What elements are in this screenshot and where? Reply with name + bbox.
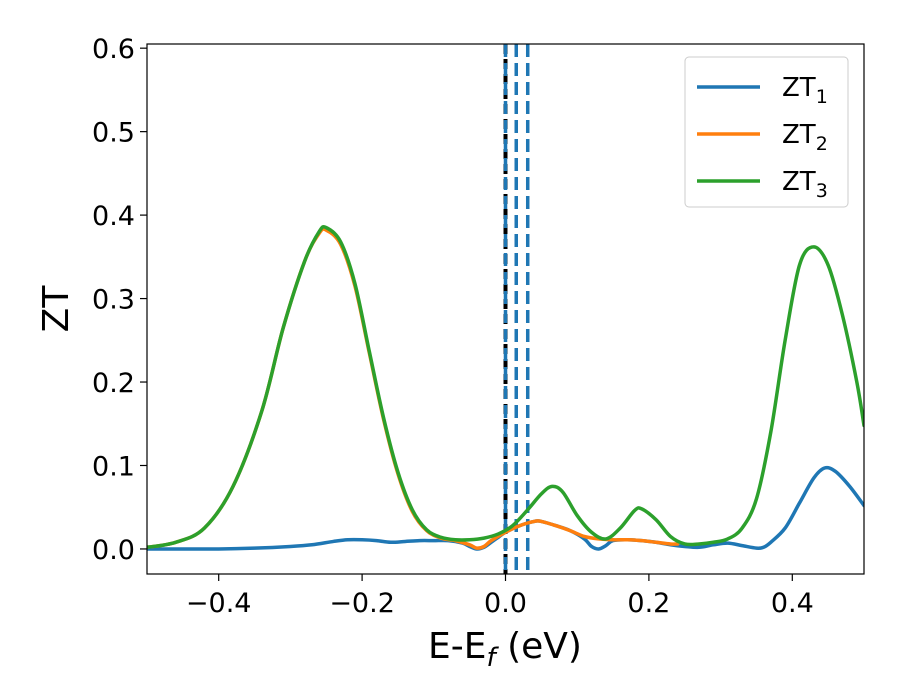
x-axis-label: E-Ef (eV)	[428, 626, 582, 673]
legend-box	[684, 56, 849, 208]
x-tick-label: 0.0	[484, 588, 527, 619]
series-line-3	[147, 224, 864, 550]
vertical-lines	[503, 44, 530, 574]
x-tick-label: 0.2	[627, 588, 670, 619]
legend-label-1: ZT1	[782, 73, 828, 108]
legend: ZT1 ZT2 ZT3	[684, 56, 849, 208]
y-tick-label: 0.6	[92, 34, 135, 65]
legend-label-3: ZT3	[782, 167, 828, 202]
x-tick-label: −0.4	[186, 588, 252, 619]
x-axis-label-suffix: (eV)	[496, 626, 582, 667]
x-axis: −0.4 −0.2 0.0 0.2 0.4	[186, 574, 814, 619]
y-axis: 0.0 0.1 0.2 0.3 0.4 0.5 0.6	[92, 34, 147, 566]
y-tick-label: 0.3	[92, 285, 135, 316]
x-tick-label: −0.2	[329, 588, 395, 619]
y-tick-label: 0.1	[92, 451, 135, 482]
y-tick-label: 0.5	[92, 118, 135, 149]
x-tick-label: 0.4	[771, 588, 814, 619]
y-tick-label: 0.2	[92, 368, 135, 399]
series-lines	[147, 224, 864, 551]
y-tick-label: 0.4	[92, 201, 135, 232]
y-tick-label: 0.0	[92, 535, 135, 566]
legend-label-2: ZT2	[782, 120, 828, 155]
y-axis-label: ZT	[36, 285, 77, 333]
x-axis-label-main: E-E	[428, 626, 486, 667]
